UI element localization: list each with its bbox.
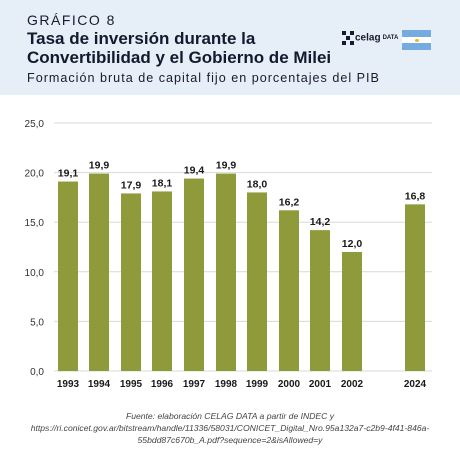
x-tick-label: 2024 xyxy=(404,379,427,390)
celag-data-logo: celag DATA xyxy=(342,31,398,45)
x-tick-label: 2000 xyxy=(278,379,301,390)
data-label: 18,0 xyxy=(247,178,268,190)
data-label: 16,8 xyxy=(405,190,426,202)
data-label: 17,9 xyxy=(121,179,142,191)
source-line-2: https://ri.conicet.gov.ar/bitstream/hand… xyxy=(30,423,430,433)
data-label: 19,9 xyxy=(89,160,110,172)
y-tick-label: 20,0 xyxy=(25,169,45,180)
x-tick-label: 1999 xyxy=(246,379,269,390)
logo-sub: DATA xyxy=(382,35,399,41)
data-label: 18,1 xyxy=(152,177,173,189)
data-label: 12,0 xyxy=(342,238,363,250)
logo-word: celag xyxy=(355,32,381,44)
bar xyxy=(310,230,330,371)
data-label: 16,2 xyxy=(279,196,300,208)
bar xyxy=(216,173,236,371)
x-tick-label: 1994 xyxy=(88,379,111,390)
bar xyxy=(152,191,172,371)
y-tick-label: 25,0 xyxy=(25,119,45,130)
x-tick-label: 1996 xyxy=(151,379,174,390)
x-tick-label: 1997 xyxy=(183,379,206,390)
y-tick-label: 10,0 xyxy=(25,268,45,279)
x-tick-label: 2002 xyxy=(341,379,364,390)
data-label: 14,2 xyxy=(310,216,331,228)
bar xyxy=(58,181,78,371)
bar xyxy=(405,204,425,371)
x-tick-label: 1993 xyxy=(57,379,80,390)
data-label: 19,1 xyxy=(58,168,79,180)
y-tick-label: 5,0 xyxy=(30,317,44,328)
bar-chart: 0,0 5,0 10,0 15,0 20,0 25,0 19,1 1993 19,9 1994 17… xyxy=(25,119,432,390)
source-line-1: Fuente: elaboración CELAG DATA a partir … xyxy=(125,411,335,421)
argentina-flag-icon xyxy=(402,30,431,50)
chart-kicker: GRÁFICO 8 xyxy=(27,12,116,28)
bar xyxy=(279,210,299,371)
bar xyxy=(342,251,362,371)
y-tick-label: 15,0 xyxy=(25,218,45,229)
logo-text: celag DATA xyxy=(355,31,398,46)
bar xyxy=(247,192,267,371)
x-tick-label: 1995 xyxy=(120,379,143,390)
x-tick-label: 1998 xyxy=(215,379,238,390)
y-tick-label: 0,0 xyxy=(30,367,44,378)
chart-title: Tasa de inversión durante la Convertibil… xyxy=(27,29,332,67)
data-label: 19,4 xyxy=(184,165,205,177)
chart-subtitle: Formación bruta de capital fijo en porce… xyxy=(27,71,380,85)
bar xyxy=(184,178,204,371)
source-line-3: 55bdd87c670b_A.pdf?sequence=2&isAllowed=… xyxy=(137,435,323,445)
x-tick-label: 2001 xyxy=(309,379,332,390)
source-note: Fuente: elaboración CELAG DATA a partir … xyxy=(20,410,440,446)
data-label: 19,9 xyxy=(216,160,237,172)
logo-mark-icon xyxy=(342,31,354,45)
header-band: GRÁFICO 8 Tasa de inversión durante la C… xyxy=(0,0,460,95)
bar xyxy=(89,173,109,371)
bar xyxy=(121,193,141,371)
